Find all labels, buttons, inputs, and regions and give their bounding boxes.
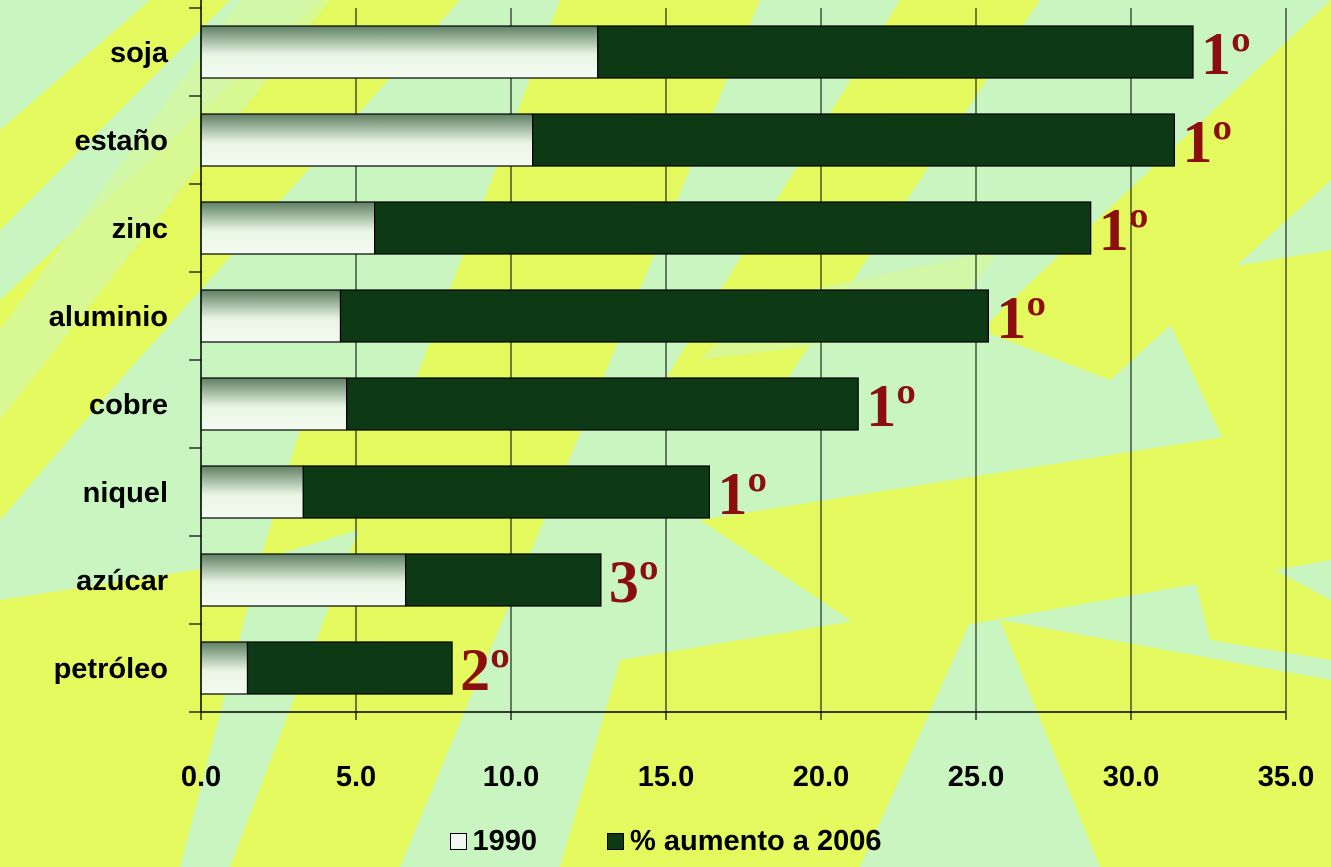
rank-label: 1º — [1099, 197, 1149, 263]
bar-increase — [339, 289, 990, 343]
legend: 1990 % aumento a 2006 — [0, 818, 1331, 864]
category-labels: soja estaño zinc aluminio cobre niquel azúcar p… — [49, 37, 169, 685]
x-tick-label: 20.0 — [793, 761, 849, 793]
bar-1990 — [200, 377, 348, 431]
axes — [189, 0, 1287, 720]
bar-increase — [346, 377, 859, 431]
category-label: soja — [110, 37, 169, 69]
x-tick-label: 10.0 — [483, 761, 539, 793]
rank-label: 1º — [996, 285, 1046, 351]
x-tick-label: 35.0 — [1258, 761, 1314, 793]
category-label: niquel — [83, 477, 168, 509]
rank-annotations: 1º 1º 1º 1º 1º 1º 3º 2º — [460, 21, 1251, 703]
x-tick-label: 15.0 — [638, 761, 694, 793]
bar-1990 — [200, 465, 304, 519]
rank-label: 1º — [717, 461, 767, 527]
legend-label-1990: 1990 — [472, 824, 538, 857]
rank-label: 1º — [866, 373, 916, 439]
bars — [200, 25, 1194, 695]
bar-increase — [532, 113, 1176, 167]
bar-increase — [302, 465, 710, 519]
legend-item-1990: 1990 — [449, 824, 538, 858]
legend-label-increase: % aumento a 2006 — [630, 824, 882, 857]
bar-increase — [597, 25, 1194, 79]
category-label: cobre — [89, 389, 168, 421]
rank-label: 1º — [1182, 109, 1232, 175]
bar-1990 — [200, 201, 376, 255]
category-label: estaño — [75, 125, 168, 157]
bar-1990 — [200, 289, 342, 343]
category-label: aluminio — [49, 301, 168, 333]
bar-1990 — [200, 641, 249, 695]
bar-increase — [405, 553, 602, 607]
rank-label: 3º — [609, 549, 659, 615]
legend-item-increase: % aumento a 2006 — [607, 825, 881, 858]
bar-increase — [374, 201, 1092, 255]
rank-label: 1º — [1201, 21, 1251, 87]
bar-increase — [246, 641, 453, 695]
category-label: azúcar — [76, 565, 168, 597]
legend-swatch-1990 — [449, 832, 467, 850]
x-tick-label: 0.0 — [181, 761, 221, 793]
category-label: petróleo — [54, 653, 168, 685]
category-label: zinc — [112, 213, 168, 245]
tick-labels: 0.0 5.0 10.0 15.0 20.0 25.0 30.0 35.0 — [181, 761, 1314, 793]
x-tick-label: 25.0 — [948, 761, 1004, 793]
rank-label: 2º — [460, 637, 510, 703]
x-tick-label: 5.0 — [336, 761, 376, 793]
x-tick-label: 30.0 — [1103, 761, 1159, 793]
bar-1990 — [200, 113, 534, 167]
bar-1990 — [200, 553, 407, 607]
legend-swatch-increase — [607, 832, 625, 850]
bar-1990 — [200, 25, 599, 79]
